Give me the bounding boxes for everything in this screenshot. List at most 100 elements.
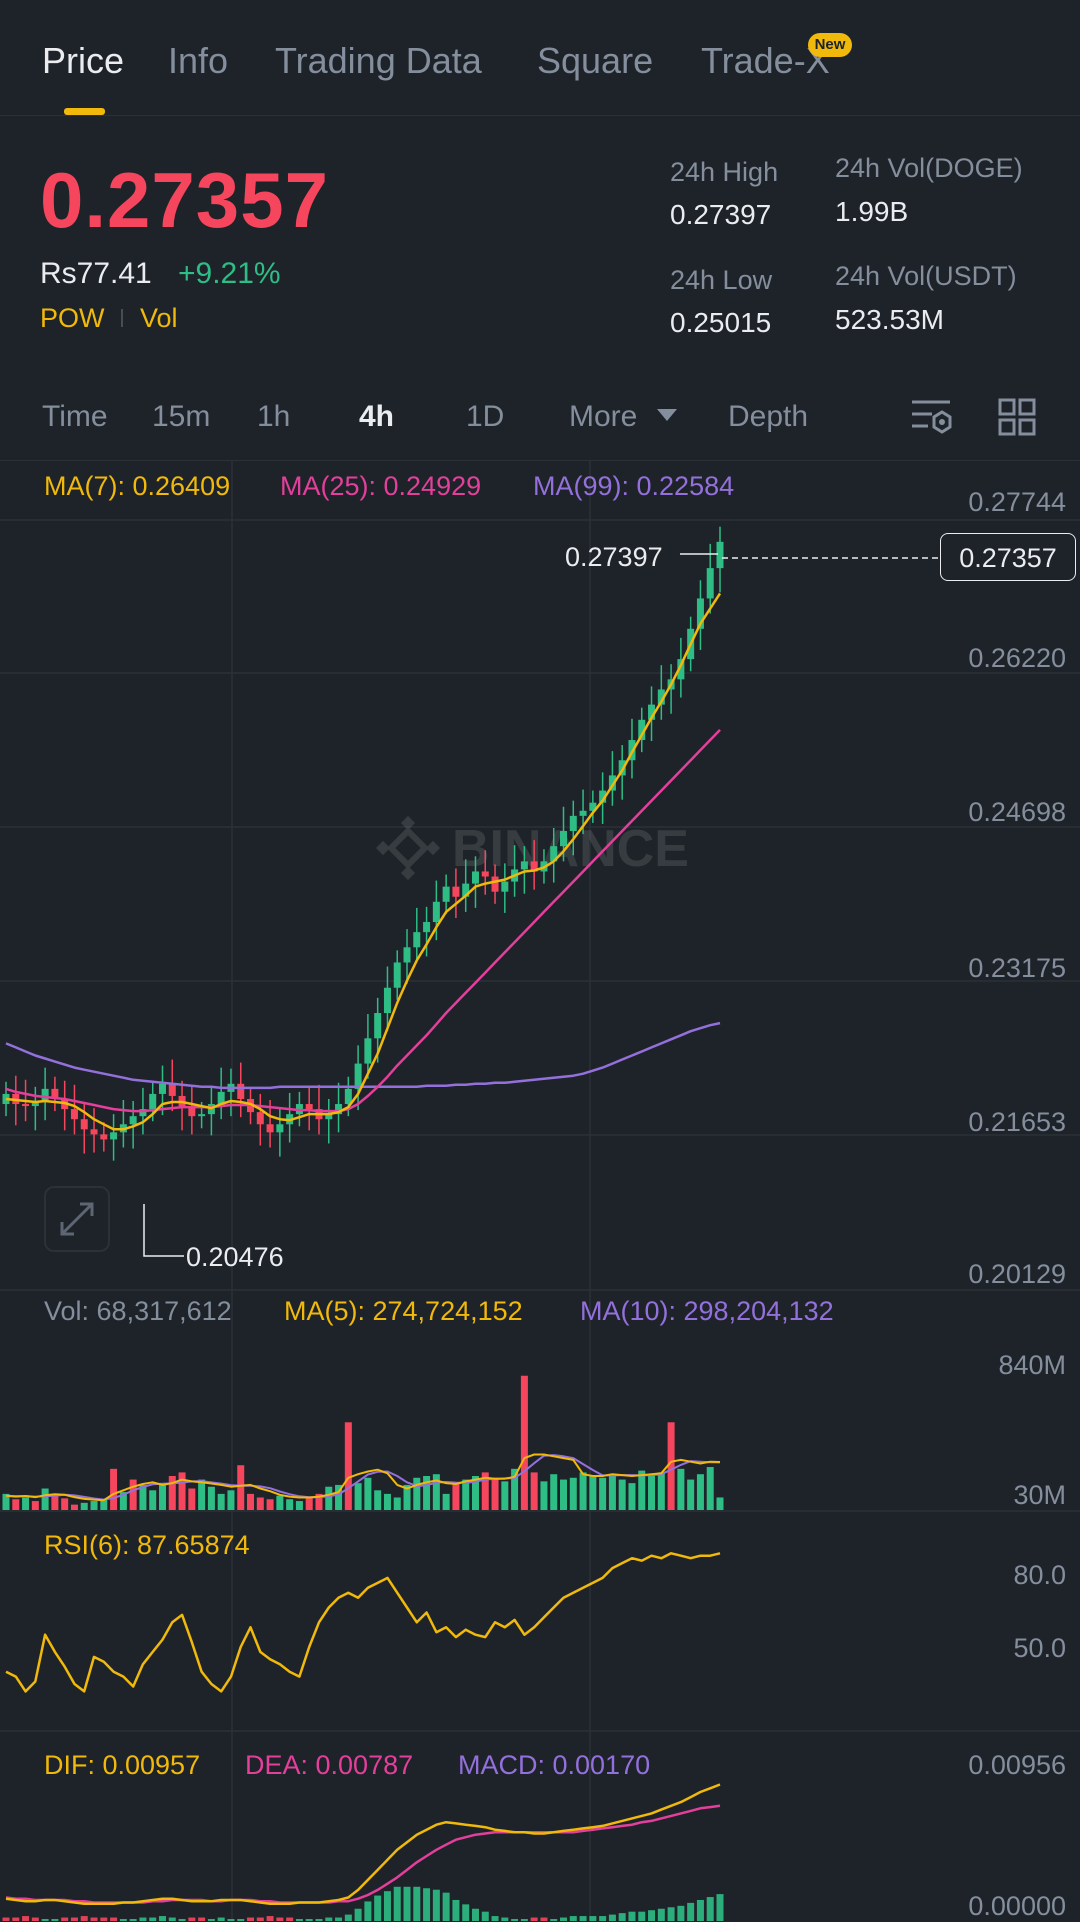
interval-15m[interactable]: 15m [152,400,211,433]
candle-body [325,1114,333,1120]
binance-logo-icon [375,815,441,881]
volume-bar [608,1474,616,1510]
volume-bar [696,1474,704,1510]
current-price-tag[interactable]: 0.27357 [940,533,1076,581]
high-24h-value: 0.27397 [670,199,772,230]
volume-bar [423,1475,431,1510]
candle-body [569,815,577,832]
macd-histogram-bar [364,1901,372,1921]
candle-body [41,1088,49,1103]
volume-ma5-label: MA(5): 274,724,152 [284,1296,523,1326]
macd-histogram-bar [442,1892,450,1921]
candle-body [344,1088,352,1105]
candle-body [403,947,411,963]
interval-time[interactable]: Time [42,400,108,433]
candle-body [188,1106,196,1117]
vol-quote-label: 24h Vol(USDT) [835,261,1017,291]
macd-histogram-bar [305,1919,313,1921]
macd-histogram-bar [286,1917,294,1921]
volume-bar [139,1484,147,1510]
volume-bar [520,1375,528,1510]
low-24h-label: 24h Low [670,265,773,295]
tab-square[interactable]: Square [537,40,654,81]
volume-bar [393,1497,401,1510]
candle-body [2,1093,10,1105]
tag-vol[interactable]: Vol [140,303,178,333]
macd-histogram-bar [540,1917,548,1921]
candle-body [706,568,714,599]
tag-pow[interactable]: POW [40,303,105,333]
macd-histogram-bar [716,1894,724,1921]
interval-1h[interactable]: 1h [257,400,291,433]
ma-lines [5,592,722,1131]
macd-histogram-bar [452,1899,460,1921]
volume-bar [158,1483,166,1510]
candle-body [335,1104,343,1115]
chart-grid [0,461,1080,1921]
volume-bar [667,1422,675,1510]
interval-4h[interactable]: 4h [359,400,395,433]
macd-histogram-bar [247,1917,255,1921]
macd-histogram-bar [657,1908,665,1921]
volume-bar [589,1475,597,1510]
candle-body [452,886,460,897]
macd-histogram-bar [80,1916,88,1921]
macd-histogram-bar [207,1919,215,1921]
volume-bar [31,1501,39,1510]
macd-histogram-bar [325,1917,333,1921]
chart-settings-icon[interactable] [910,396,952,438]
tab-price[interactable]: Price [42,40,125,81]
volume-bar [442,1493,450,1510]
candle-body [90,1129,98,1135]
candle-body [237,1083,245,1099]
volume-bar [413,1477,421,1510]
interval-more[interactable]: More [569,400,638,433]
candle-body [266,1124,274,1133]
macd-histogram-bar [70,1917,78,1921]
volume-bar [452,1483,460,1510]
macd-histogram-bar [579,1916,587,1921]
price-axis-tick: 0.23175 [968,953,1066,983]
tab-trading-data[interactable]: Trading Data [275,40,482,81]
grid-layout-icon[interactable] [998,398,1036,436]
price-axis-tick: 0.24698 [968,797,1066,827]
volume-bar [471,1475,479,1510]
volume-bar [227,1490,235,1510]
volume-ma10-label: MA(10): 298,204,132 [580,1296,834,1326]
macd-dea-label: DEA: 0.00787 [245,1750,414,1780]
top-tab-bar: Price Info Trading Data Square Trade-X N… [0,0,1080,116]
macd-axis-tick: 0.00956 [968,1750,1066,1780]
volume-axis-tick: 840M [998,1350,1066,1380]
caret-down-icon[interactable] [657,409,677,423]
volume-bar [648,1474,656,1510]
macd-histogram-bar [168,1917,176,1921]
macd-histogram-bar [119,1919,127,1921]
macd-histogram-bar [12,1917,20,1921]
dif-line [5,1783,721,1905]
volume-bar [80,1502,88,1510]
tab-info[interactable]: Info [168,40,229,81]
volume-bar [511,1468,519,1510]
volume-bar [540,1481,548,1510]
rsi-axis-tick: 80.0 [1013,1560,1066,1590]
tag-divider [121,309,123,327]
interval-depth[interactable]: Depth [728,400,809,433]
interval-divider [0,460,1080,461]
interval-1d[interactable]: 1D [466,400,505,433]
volume-bar [687,1479,695,1510]
candle-body [198,1114,206,1117]
candle-body [599,790,607,803]
expand-button[interactable] [44,1186,110,1252]
macd-histogram-bar [491,1916,499,1921]
macd-histogram-bar [2,1917,10,1921]
macd-histogram-bar [403,1886,411,1921]
vol-quote-value: 523.53M [835,304,944,335]
volume-bar [716,1497,724,1510]
volume-bar [70,1504,78,1510]
macd-histogram-bar [61,1917,69,1921]
dea-line [5,1804,721,1904]
volume-bar [403,1484,411,1510]
volume-bar [237,1465,245,1510]
candle-body [100,1134,108,1140]
